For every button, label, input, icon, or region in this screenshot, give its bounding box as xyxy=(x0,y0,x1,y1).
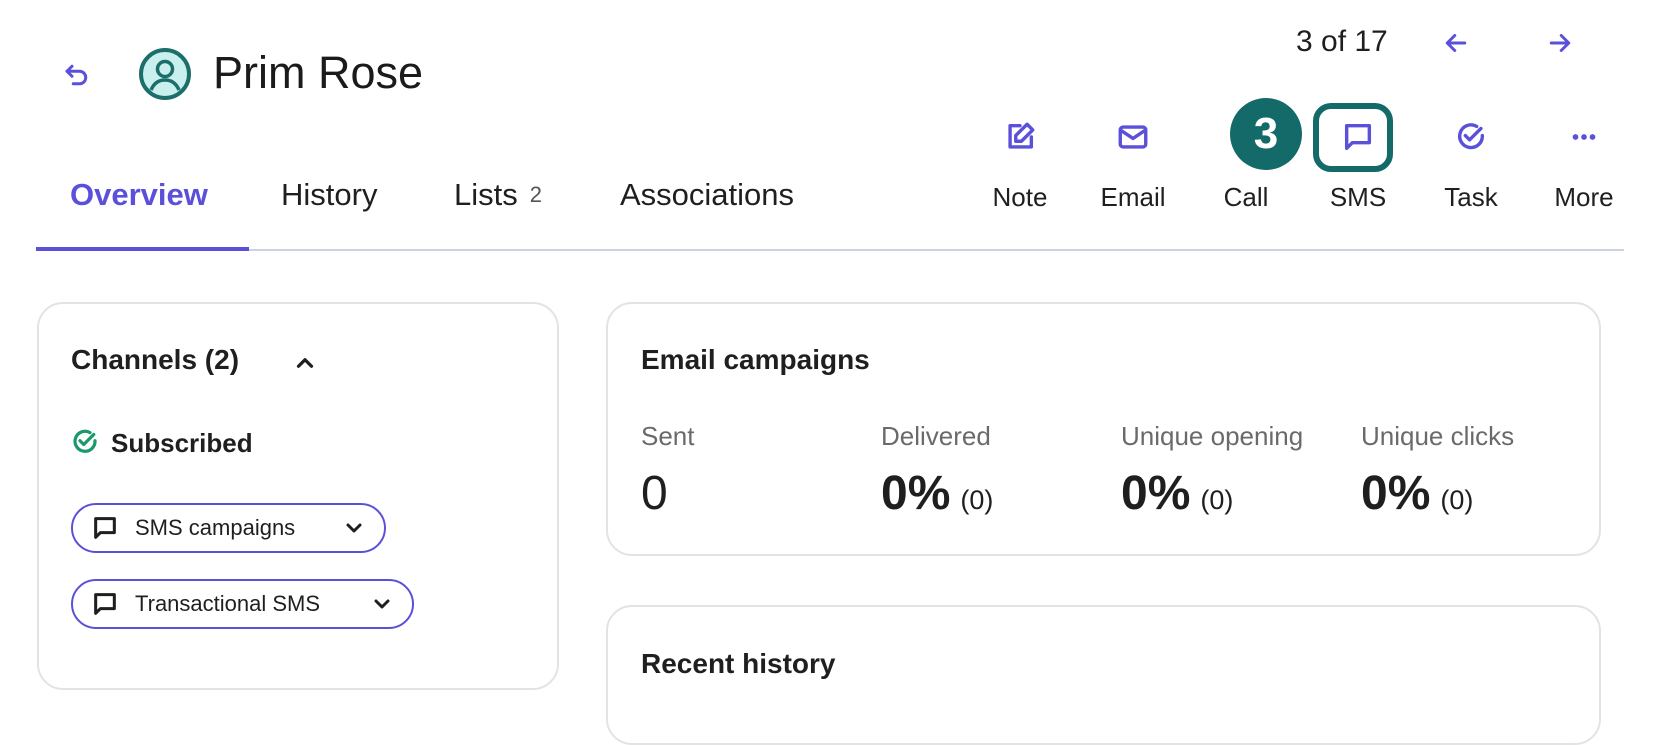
action-label: SMS xyxy=(1329,182,1387,212)
collapse-channels-button[interactable] xyxy=(292,350,318,376)
stat-count: (0) xyxy=(960,485,994,515)
stat-label: Unique clicks xyxy=(1361,421,1515,451)
channel-label: SMS campaigns xyxy=(135,515,296,540)
stat-label: Unique opening xyxy=(1121,421,1304,451)
action-sms[interactable]: SMS xyxy=(1313,118,1403,212)
stat-label: Delivered xyxy=(881,421,991,451)
tab-divider xyxy=(36,249,1624,251)
pager-text: 3 of 17 xyxy=(1296,25,1388,58)
user-circle-icon xyxy=(139,48,191,100)
action-label: More xyxy=(1554,182,1614,212)
stat-value: 0% xyxy=(1121,467,1191,520)
arrow-right-icon xyxy=(1549,34,1571,52)
channel-label: Transactional SMS xyxy=(135,591,321,616)
tab-associations[interactable]: Associations xyxy=(620,177,795,212)
mail-icon xyxy=(1118,125,1148,149)
subscription-status: Subscribed xyxy=(111,428,253,458)
tab-label: Lists xyxy=(454,177,518,212)
stat-label: Sent xyxy=(641,421,695,451)
tab-active-indicator xyxy=(36,247,249,251)
undo-arrow-icon xyxy=(65,64,88,86)
contact-name: Prim Rose xyxy=(213,47,424,98)
channel-sms-campaigns[interactable]: SMS campaigns xyxy=(71,503,386,553)
action-label: Note xyxy=(992,182,1048,212)
chevron-up-icon xyxy=(296,358,314,368)
back-button[interactable] xyxy=(62,60,92,90)
stat-value: 0% xyxy=(881,467,951,520)
more-horizontal-icon xyxy=(1572,134,1596,140)
action-label: Email xyxy=(1100,182,1166,212)
edit-icon xyxy=(1008,122,1035,149)
email-campaigns-title: Email campaigns xyxy=(641,344,870,375)
check-circle-icon xyxy=(1458,123,1485,150)
action-label: Task xyxy=(1444,182,1498,212)
action-task[interactable]: Task xyxy=(1426,118,1516,212)
tab-overview[interactable]: Overview xyxy=(70,177,208,212)
stat-unique-clicks: Unique clicks 0% (0) xyxy=(1361,420,1514,528)
action-note[interactable]: Note xyxy=(975,118,1065,212)
action-more[interactable]: More xyxy=(1539,118,1629,212)
check-circle-icon xyxy=(70,427,100,457)
channels-title: Channels (2) xyxy=(71,344,240,375)
tab-lists[interactable]: Lists 2 xyxy=(454,176,542,214)
chat-bubble-icon xyxy=(94,517,116,539)
previous-contact-button[interactable] xyxy=(1441,28,1471,58)
arrow-left-icon xyxy=(1445,34,1467,52)
sms-highlight-box xyxy=(1313,103,1393,172)
stat-sent: Sent 0 xyxy=(641,420,695,522)
channel-transactional-sms[interactable]: Transactional SMS xyxy=(71,579,414,629)
email-campaigns-card xyxy=(606,302,1601,556)
chat-bubble-icon xyxy=(94,593,116,615)
stat-count: (0) xyxy=(1440,485,1474,515)
action-label: Call xyxy=(1223,182,1269,212)
next-contact-button[interactable] xyxy=(1545,28,1575,58)
step-badge: 3 xyxy=(1230,98,1302,170)
tab-count: 2 xyxy=(529,182,542,207)
stat-delivered: Delivered 0% (0) xyxy=(881,420,993,528)
chat-bubble-icon xyxy=(1344,123,1372,151)
avatar xyxy=(139,48,191,100)
stat-count: (0) xyxy=(1200,485,1234,515)
chevron-down-icon xyxy=(374,599,390,609)
stat-value: 0 xyxy=(641,467,668,520)
recent-history-title: Recent history xyxy=(641,648,836,679)
action-email[interactable]: Email xyxy=(1088,118,1178,212)
stat-value: 0% xyxy=(1361,467,1431,520)
chevron-down-icon xyxy=(346,523,362,533)
tab-history[interactable]: History xyxy=(281,177,378,212)
stat-unique-opening: Unique opening 0% (0) xyxy=(1121,420,1303,528)
